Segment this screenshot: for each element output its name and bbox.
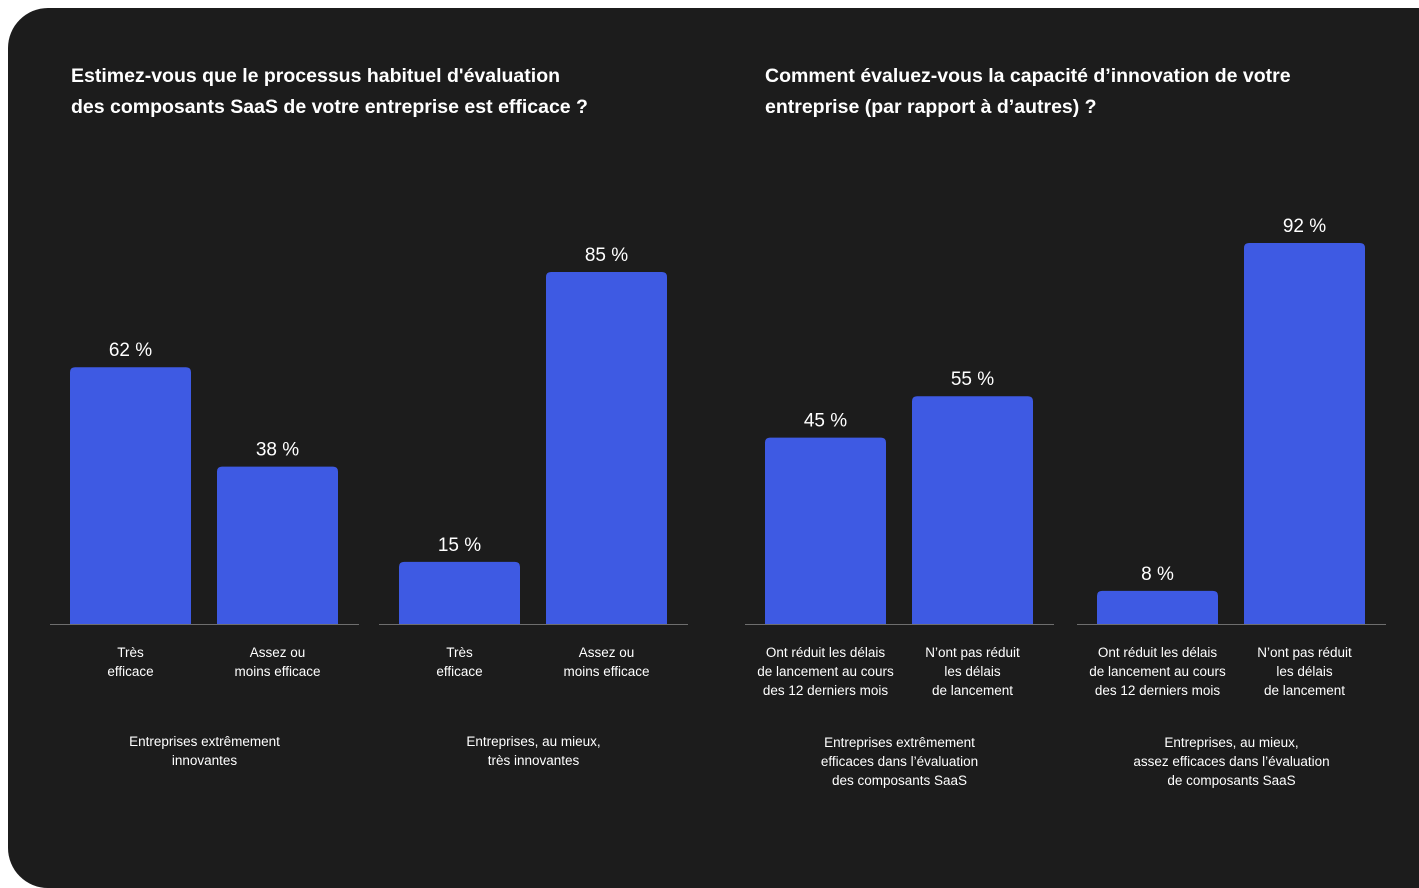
bar — [1097, 590, 1218, 624]
group-label-line-1: Entreprises extrêmement — [824, 735, 975, 750]
category-label-line-2: les délais — [1276, 664, 1333, 679]
group-label: Entreprises extrêmement efficaces dans l’… — [821, 735, 978, 788]
bar-value-label: 62 % — [109, 340, 152, 361]
right-title-line-2: entreprise (par rapport à d’autres) ? — [765, 96, 1097, 118]
category-label: Ont réduit les délais de lancement au cou… — [757, 645, 894, 698]
category-label: Ont réduit les délais de lancement au cou… — [1089, 645, 1226, 698]
category-label-line-2: les délais — [944, 664, 1001, 679]
left-chart-title: Estimez-vous que le processus habituel d… — [71, 61, 588, 123]
group-label-line-2: efficaces dans l’évaluation — [821, 754, 978, 769]
category-label-line-2: de lancement au cours — [1089, 664, 1226, 679]
category-label-line-3: de lancement — [932, 683, 1013, 698]
bar-value-label: 55 % — [951, 369, 994, 390]
group-label: Entreprises extrêmement innovantes — [129, 734, 280, 768]
bar-value-label: 8 % — [1141, 564, 1174, 585]
right-chart-title: Comment évaluez-vous la capacité d’innov… — [765, 61, 1291, 123]
group-label-line-2: assez efficaces dans l’évaluation — [1133, 754, 1329, 769]
category-label: N’ont pas réduit les délais de lancement — [1257, 645, 1352, 698]
bar — [399, 561, 520, 624]
group-label-line-1: Entreprises, au mieux, — [466, 734, 600, 749]
group-label-line-3: de composants SaaS — [1167, 773, 1295, 788]
right-title-line-1: Comment évaluez-vous la capacité d’innov… — [765, 65, 1291, 87]
category-label-line-3: des 12 derniers mois — [1095, 683, 1221, 698]
bar-charts: 62 % Très efficace 38 % Assez ou moins effica… — [50, 216, 1386, 788]
category-label-line-2: efficace — [436, 664, 482, 679]
category-label: Très efficace — [436, 645, 482, 679]
category-label-line-1: Ont réduit les délais — [766, 645, 886, 660]
category-label-line-1: Assez ou — [250, 645, 306, 660]
category-label: N’ont pas réduit les délais de lancement — [925, 645, 1020, 698]
category-label: Assez ou moins efficace — [234, 645, 320, 679]
category-label-line-1: Assez ou — [579, 645, 635, 660]
left-title-line-2: des composants SaaS de votre entreprise … — [71, 96, 588, 118]
category-label-line-1: Très — [117, 645, 144, 660]
bar-value-label: 45 % — [804, 411, 847, 432]
group-label-line-2: innovantes — [172, 753, 238, 768]
group-label: Entreprises, au mieux, assez efficaces da… — [1133, 735, 1329, 788]
left-title-line-1: Estimez-vous que le processus habituel d… — [71, 65, 561, 87]
group-label-line-1: Entreprises, au mieux, — [1164, 735, 1298, 750]
category-label-line-2: efficace — [107, 664, 153, 679]
category-label-line-3: de lancement — [1264, 683, 1345, 698]
bar — [70, 367, 191, 624]
category-label-line-2: de lancement au cours — [757, 664, 894, 679]
group-label-line-2: très innovantes — [488, 753, 580, 768]
bar — [546, 271, 667, 624]
group-label-line-3: des composants SaaS — [832, 773, 967, 788]
bar-value-label: 92 % — [1283, 216, 1326, 237]
chart-card — [8, 8, 1419, 888]
bar — [765, 437, 886, 624]
category-label-line-1: Très — [446, 645, 473, 660]
category-label-line-1: Ont réduit les délais — [1098, 645, 1218, 660]
category-label-line-1: N’ont pas réduit — [1257, 645, 1352, 660]
category-label-line-2: moins efficace — [234, 664, 320, 679]
bar — [912, 396, 1033, 624]
bar — [217, 466, 338, 624]
category-label-line-2: moins efficace — [563, 664, 649, 679]
bar-value-label: 85 % — [585, 245, 628, 266]
bar-value-label: 15 % — [438, 535, 481, 556]
bar-value-label: 38 % — [256, 440, 299, 461]
category-label: Très efficace — [107, 645, 153, 679]
category-label: Assez ou moins efficace — [563, 645, 649, 679]
category-label-line-3: des 12 derniers mois — [763, 683, 889, 698]
bar — [1244, 243, 1365, 624]
group-label: Entreprises, au mieux, très innovantes — [466, 734, 600, 768]
group-label-line-1: Entreprises extrêmement — [129, 734, 280, 749]
category-label-line-1: N’ont pas réduit — [925, 645, 1020, 660]
